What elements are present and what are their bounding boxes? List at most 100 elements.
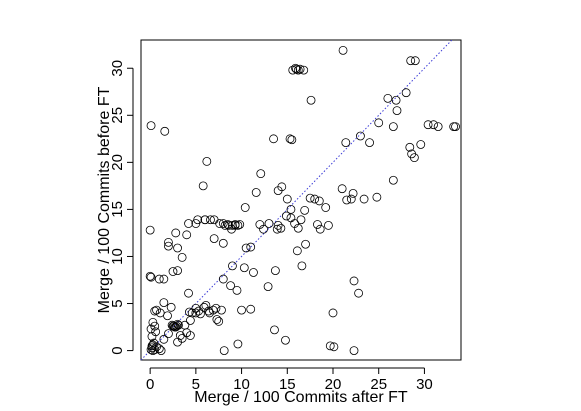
data-point (148, 346, 158, 355)
data-point (276, 223, 286, 233)
data-point (297, 261, 307, 271)
data-point (170, 322, 180, 332)
data-point (270, 266, 280, 275)
data-point (168, 267, 178, 276)
data-point (239, 263, 249, 273)
data-point (295, 64, 305, 74)
data-point (314, 196, 324, 206)
data-point (164, 241, 173, 251)
x-tick-label: 25 (370, 376, 387, 393)
data-point (325, 341, 335, 351)
data-point (433, 122, 443, 131)
data-point (372, 192, 382, 202)
data-point (429, 120, 438, 130)
points-layer (145, 45, 460, 355)
data-point (388, 122, 398, 131)
data-point (196, 309, 205, 319)
data-point (409, 153, 419, 163)
data-point (240, 203, 250, 212)
data-point (293, 65, 303, 75)
data-point (191, 308, 201, 318)
data-point (173, 243, 182, 253)
data-point (145, 225, 155, 235)
plot-frame (140, 39, 462, 361)
data-point (342, 195, 352, 205)
data-point (184, 219, 193, 228)
data-point (154, 274, 164, 284)
data-point (349, 346, 359, 355)
data-point (145, 271, 155, 281)
data-point (299, 65, 309, 75)
data-point (269, 134, 278, 144)
data-point (219, 346, 229, 355)
y-axis: 0 5 10 15 20 25 30 (109, 60, 134, 355)
data-point (321, 203, 331, 212)
data-point (167, 320, 177, 330)
data-point (173, 266, 182, 275)
data-point (173, 319, 182, 329)
data-point (291, 63, 300, 73)
data-point (401, 88, 411, 98)
data-point (206, 215, 215, 225)
data-point (256, 169, 266, 179)
data-point (405, 142, 415, 152)
data-point (354, 288, 364, 298)
data-point (416, 140, 426, 149)
data-point (338, 45, 348, 55)
data-point (246, 304, 256, 314)
data-point (251, 188, 261, 197)
data-point (349, 276, 359, 286)
reference-line (140, 39, 453, 361)
data-point (301, 239, 310, 249)
x-tick-label: 20 (325, 376, 342, 393)
data-point (273, 221, 283, 230)
data-point (159, 334, 169, 344)
data-point (263, 282, 273, 291)
data-point (392, 106, 402, 115)
data-point (406, 56, 416, 66)
y-tick-label: 30 (109, 60, 126, 77)
y-tick-label: 20 (109, 154, 126, 171)
data-point (226, 281, 236, 291)
reference-line-layer (140, 39, 453, 361)
data-point (151, 327, 161, 337)
data-point (286, 205, 296, 214)
data-point (329, 342, 339, 352)
data-point (218, 238, 228, 248)
data-point (160, 126, 170, 136)
data-point (164, 329, 173, 339)
data-point (204, 306, 214, 316)
data-point (175, 331, 185, 340)
data-point (233, 339, 243, 349)
y-tick-label: 0 (109, 346, 126, 354)
data-point (356, 131, 365, 141)
data-point (365, 138, 374, 147)
data-point (287, 135, 297, 145)
data-point (146, 121, 156, 131)
data-point (233, 221, 243, 230)
data-point (305, 193, 315, 203)
data-point (185, 316, 195, 325)
data-point (288, 65, 298, 75)
data-point (147, 341, 157, 351)
data-point (202, 157, 212, 166)
y-axis-title: Merge / 100 Commits before FT (96, 86, 113, 313)
data-point (232, 285, 242, 295)
data-point (277, 182, 287, 192)
data-point (449, 122, 459, 131)
data-point (374, 118, 384, 128)
data-point (177, 333, 187, 343)
data-point (218, 274, 228, 284)
data-point (227, 224, 236, 234)
data-point (337, 184, 347, 194)
data-point (182, 230, 192, 240)
data-point (193, 215, 203, 225)
data-point (185, 331, 195, 340)
data-point (306, 95, 316, 105)
data-point (391, 95, 401, 105)
data-point (341, 138, 351, 147)
data-point (272, 224, 282, 234)
data-point (212, 315, 222, 324)
data-point (313, 220, 322, 229)
